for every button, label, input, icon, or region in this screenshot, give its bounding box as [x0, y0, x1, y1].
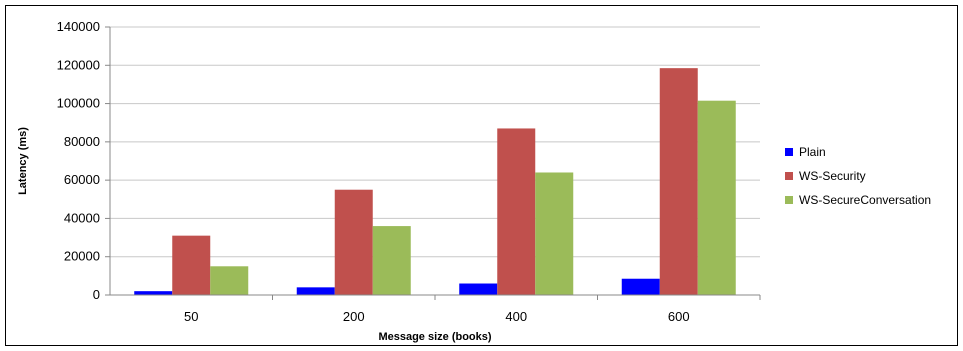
bar-ws-secureconversation-50 [210, 266, 249, 295]
legend: Plain WS-Security WS-SecureConversation [785, 145, 931, 207]
legend-label: WS-SecureConversation [799, 193, 931, 207]
x-tick-label: 50 [184, 309, 198, 324]
y-axis-title: Latency (ms) [17, 127, 29, 195]
legend-label: WS-Security [799, 169, 866, 183]
bar-ws-security-200 [334, 189, 373, 295]
y-tick-label: 140000 [57, 19, 100, 34]
y-tick-label: 0 [93, 287, 100, 302]
bar-plain-600 [621, 278, 660, 295]
bars [134, 68, 736, 296]
x-axis-title: Message size (books) [378, 331, 491, 343]
bar-ws-secureconversation-200 [372, 226, 411, 295]
bar-ws-security-50 [172, 235, 211, 295]
legend-swatch [785, 172, 793, 180]
y-tick-label: 100000 [57, 96, 100, 111]
y-tick-label: 40000 [64, 210, 100, 225]
bar-ws-secureconversation-400 [535, 172, 574, 295]
gridlines [110, 26, 760, 258]
y-tick-label: 120000 [57, 57, 100, 72]
y-tick-label: 60000 [64, 172, 100, 187]
x-ticks: 50 200 400 600 [184, 295, 761, 324]
x-tick-label: 400 [505, 309, 527, 324]
bar-ws-security-600 [659, 68, 698, 296]
bar-ws-security-400 [497, 128, 536, 295]
bar-plain-200 [296, 287, 335, 295]
y-tick-label: 80000 [64, 134, 100, 149]
legend-swatch [785, 148, 793, 156]
y-tick-label: 20000 [64, 249, 100, 264]
bar-plain-50 [134, 291, 173, 295]
bar-ws-secureconversation-600 [697, 100, 736, 295]
x-tick-label: 200 [343, 309, 365, 324]
legend-swatch [785, 196, 793, 204]
bar-plain-400 [459, 283, 498, 295]
legend-label: Plain [799, 145, 826, 159]
x-tick-label: 600 [668, 309, 690, 324]
y-ticks: 0 20000 40000 60000 80000 100000 120000 140000 [57, 19, 110, 302]
